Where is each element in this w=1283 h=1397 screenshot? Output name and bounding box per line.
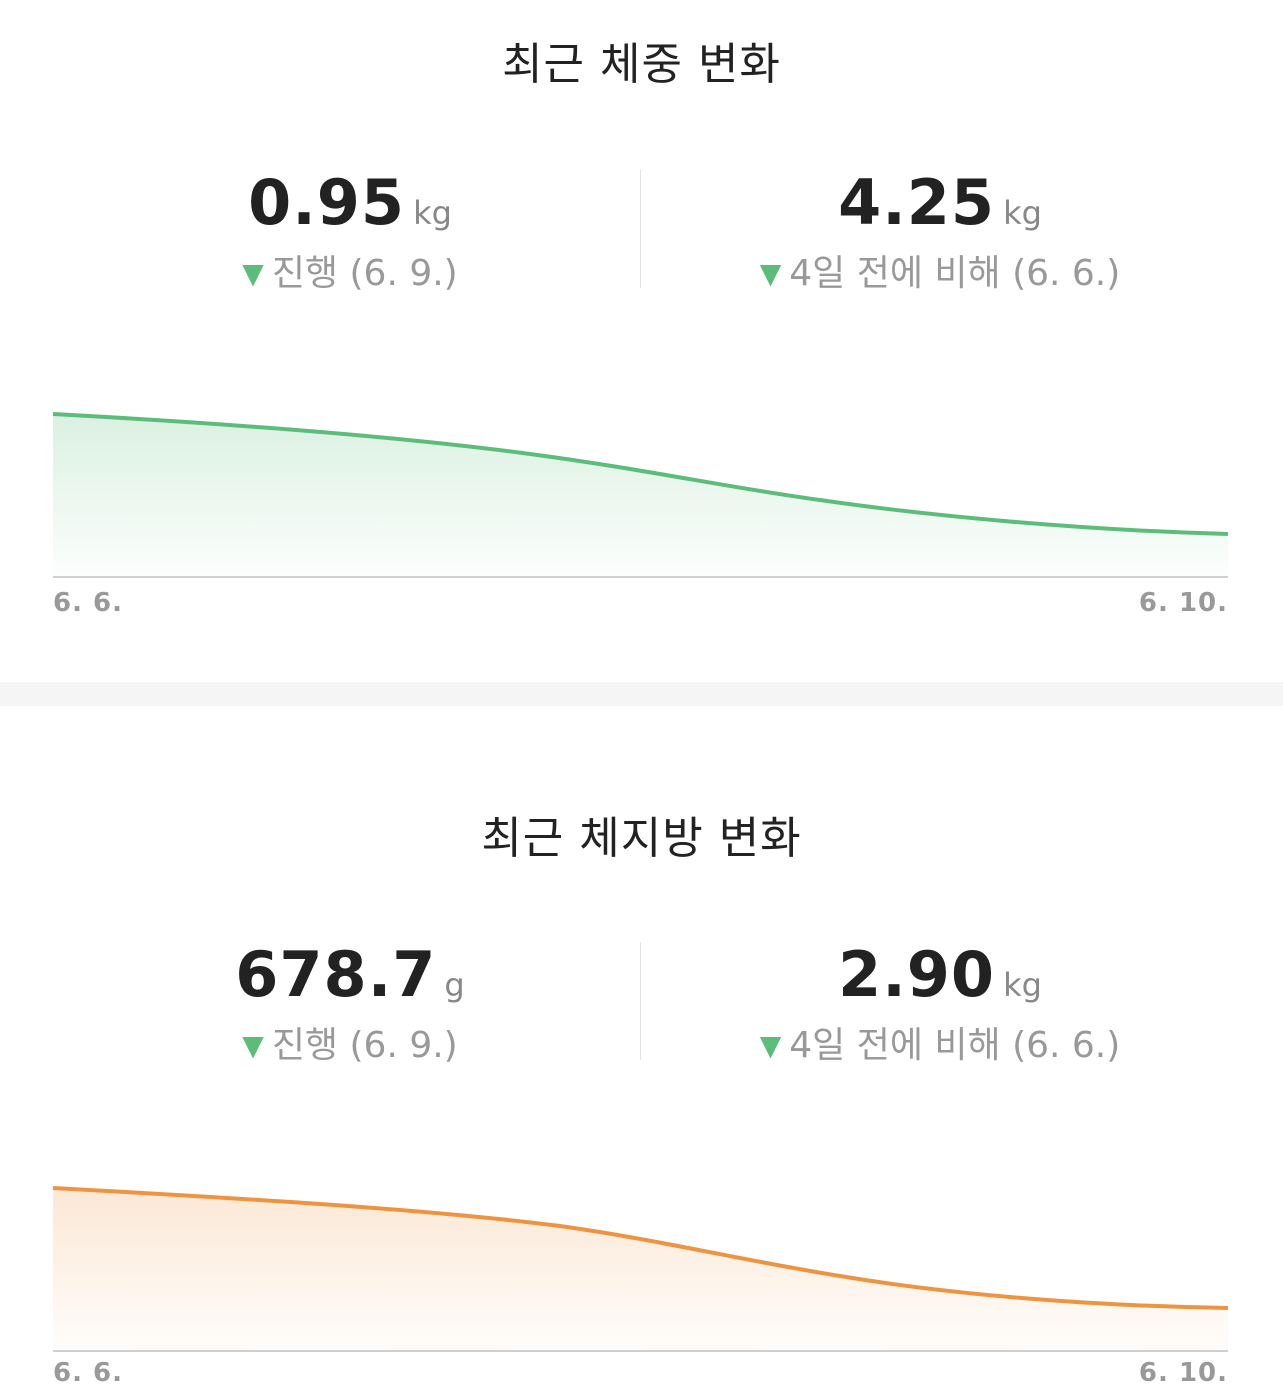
x-start-label: 6. 6. [53, 588, 123, 618]
trend-line [52, 1186, 1229, 1310]
progress-stat: 0.95 kg ▼ 진행 (6. 9.) [0, 166, 700, 296]
weight-stats: 0.95 kg ▼ 진행 (6. 9.) 4.25 kg ▼ 4일 전에 비해 (6. … [0, 166, 1283, 294]
section-divider [0, 682, 1283, 706]
triangle-down-icon: ▼ [242, 1029, 264, 1062]
stat-divider [640, 942, 641, 1060]
body-fat-trend-chart [52, 1186, 1229, 1352]
progress-unit: kg [413, 194, 452, 232]
trend-area [53, 1188, 1228, 1351]
compare-caption: 4일 전에 비해 (6. 6.) [789, 1025, 1121, 1066]
fat-stats: 678.7 g ▼ 진행 (6. 9.) 2.90 kg ▼ 4일 전에 비해 (6. … [0, 938, 1283, 1066]
compare-unit: kg [1003, 966, 1042, 1004]
progress-value: 678.7 [235, 938, 437, 1011]
compare-unit: kg [1003, 194, 1042, 232]
card-title: 최근 체중 변화 [502, 39, 781, 90]
progress-value: 0.95 [248, 166, 406, 239]
x-start-label: 6. 6. [53, 1358, 123, 1388]
card-title: 최근 체지방 변화 [481, 813, 802, 864]
compare-caption: 4일 전에 비해 (6. 6.) [789, 253, 1121, 294]
body-fat-change-card: 최근 체지방 변화 678.7 g ▼ 진행 (6. 9.) 2.90 kg ▼ 4일 … [0, 706, 1283, 1397]
progress-stat: 678.7 g ▼ 진행 (6. 9.) [0, 938, 700, 1068]
trend-line [52, 412, 1229, 536]
weight-change-card: 최근 체중 변화 0.95 kg ▼ 진행 (6. 9.) 4.25 kg ▼ 4일 전… [0, 0, 1283, 682]
x-end-label: 6. 10. [1138, 588, 1228, 618]
trend-area [53, 414, 1228, 577]
compare-value: 2.90 [838, 938, 996, 1011]
compare-stat: 4.25 kg ▼ 4일 전에 비해 (6. 6.) [640, 166, 1240, 296]
progress-caption: 진행 (6. 9.) [271, 1025, 458, 1066]
triangle-down-icon: ▼ [759, 1029, 782, 1062]
triangle-down-icon: ▼ [759, 257, 782, 290]
compare-stat: 2.90 kg ▼ 4일 전에 비해 (6. 6.) [640, 938, 1240, 1068]
progress-unit: g [444, 966, 465, 1004]
progress-caption: 진행 (6. 9.) [271, 253, 458, 294]
x-end-label: 6. 10. [1138, 1358, 1228, 1388]
weight-trend-chart [52, 412, 1229, 578]
triangle-down-icon: ▼ [242, 257, 264, 290]
compare-value: 4.25 [838, 166, 996, 239]
stat-divider [640, 170, 641, 288]
